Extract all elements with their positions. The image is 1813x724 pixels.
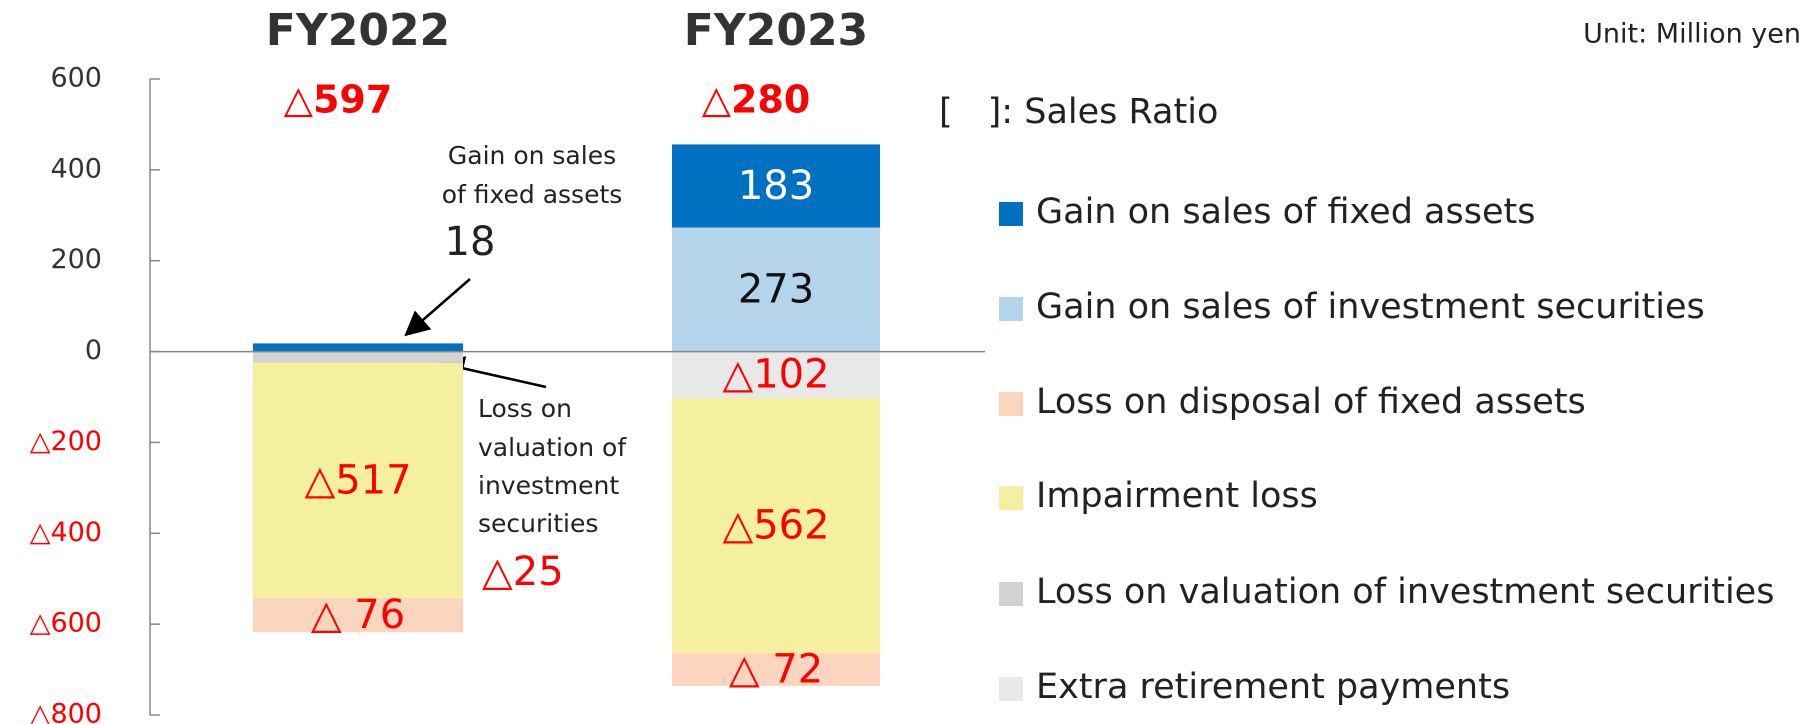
legend-swatch <box>999 392 1023 416</box>
legend-label: Impairment loss <box>1036 476 1318 516</box>
legend-swatch <box>999 677 1023 701</box>
bar-segment <box>672 351 880 398</box>
data-label: △ 76 <box>311 592 405 638</box>
annotation: Gain on sales <box>448 141 616 170</box>
unit: Unit: Million yen <box>1583 19 1801 50</box>
annotation: investment <box>478 471 619 500</box>
data-label: △517 <box>304 457 411 503</box>
legend-label: Loss on disposal of fixed assets <box>1036 382 1586 422</box>
legend-swatch <box>999 486 1023 510</box>
bar-segment <box>672 397 880 654</box>
y-tick-label: △200 <box>30 426 102 457</box>
category-label: FY2022 <box>266 5 450 56</box>
total-label: △280 <box>702 78 811 122</box>
arrow <box>404 278 471 337</box>
legend-swatch <box>999 297 1023 321</box>
annotation: of fixed assets <box>442 180 623 209</box>
data-label: 183 <box>738 163 814 209</box>
bar-segment <box>672 653 880 686</box>
legend-swatch <box>999 202 1023 226</box>
bar-segment <box>253 351 463 363</box>
data-label: 18 <box>445 219 496 265</box>
legend-label: Extra retirement payments <box>1036 667 1510 707</box>
y-tick-label: 600 <box>50 63 102 94</box>
y-tick-label: △400 <box>30 517 102 548</box>
data-label: △562 <box>722 503 829 549</box>
y-tick-label: 0 <box>85 335 102 366</box>
bar-segment <box>672 227 880 352</box>
bar-segment <box>672 144 880 228</box>
legend-swatch <box>999 582 1023 606</box>
note: [ ]: Sales Ratio <box>939 92 1218 132</box>
legend-label: Gain on sales of fixed assets <box>1036 192 1535 232</box>
bar-segment <box>253 362 463 598</box>
annotation: securities <box>478 509 598 538</box>
y-tick-label: 200 <box>50 244 102 275</box>
annotation: valuation of <box>478 433 627 462</box>
data-label: △25 <box>482 549 564 595</box>
legend-label: Gain on sales of investment securities <box>1036 287 1705 327</box>
legend-label: Loss on valuation of investment securiti… <box>1036 572 1774 612</box>
data-label: △ 72 <box>729 647 823 693</box>
bar-segment <box>253 343 463 352</box>
y-tick-label: △600 <box>30 608 102 639</box>
annotation: Loss on <box>478 394 572 423</box>
data-label: 273 <box>738 267 814 313</box>
category-label: FY2023 <box>684 5 868 56</box>
total-label: △597 <box>284 78 393 122</box>
y-tick-label: 400 <box>50 153 102 184</box>
bar-segment <box>253 597 463 633</box>
y-tick-label: △800 <box>30 699 102 724</box>
data-label: △102 <box>722 352 829 398</box>
